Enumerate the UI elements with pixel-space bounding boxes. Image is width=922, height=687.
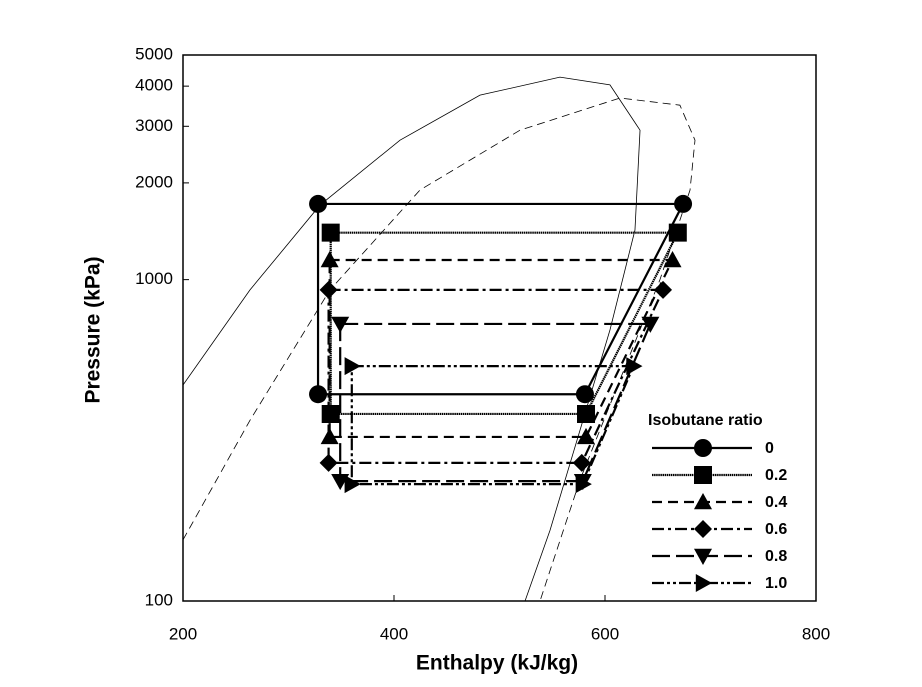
plot-frame bbox=[182, 54, 817, 602]
marker bbox=[344, 357, 361, 376]
legend-label: 1.0 bbox=[765, 575, 787, 592]
marker bbox=[309, 385, 328, 404]
legend-label: 0.8 bbox=[765, 548, 787, 565]
legend-marker bbox=[694, 548, 712, 565]
legend-label: 0.4 bbox=[765, 494, 787, 511]
marker bbox=[319, 453, 338, 472]
legend-marker bbox=[694, 466, 712, 484]
legend-label: 0.2 bbox=[765, 467, 787, 484]
y-tick-label: 100 bbox=[145, 590, 173, 609]
marker bbox=[668, 223, 687, 242]
y-axis-title: Pressure (kPa) bbox=[82, 256, 105, 403]
marker bbox=[626, 357, 643, 376]
legend-title: Isobutane ratio bbox=[648, 412, 763, 429]
marker bbox=[674, 194, 693, 213]
marker bbox=[663, 251, 682, 268]
legend-marker bbox=[694, 520, 712, 538]
marker bbox=[344, 475, 361, 494]
x-axis-title: Enthalpy (kJ/kg) bbox=[416, 652, 578, 675]
y-tick-label: 5000 bbox=[135, 44, 173, 63]
y-tick-label: 4000 bbox=[135, 76, 173, 95]
cycle-line bbox=[327, 288, 665, 464]
x-tick-label: 600 bbox=[591, 624, 619, 643]
legend-marker bbox=[695, 574, 712, 592]
marker bbox=[572, 453, 591, 472]
marker bbox=[641, 316, 660, 333]
marker bbox=[577, 427, 596, 445]
marker bbox=[331, 316, 350, 333]
cycle-line bbox=[328, 258, 675, 439]
legend-label: 0.6 bbox=[765, 521, 787, 538]
y-tick-label: 2000 bbox=[135, 172, 173, 191]
marker bbox=[321, 223, 340, 242]
saturation-curve bbox=[182, 97, 696, 602]
saturation-curve bbox=[182, 76, 641, 602]
marker bbox=[654, 280, 673, 299]
x-tick-label: 400 bbox=[380, 624, 408, 643]
marker bbox=[575, 475, 592, 494]
legend-marker bbox=[694, 439, 712, 457]
marker bbox=[320, 251, 339, 268]
marker bbox=[319, 280, 338, 299]
x-tick-label: 200 bbox=[169, 624, 197, 643]
legend-label: 0 bbox=[765, 440, 774, 457]
x-tick-label: 800 bbox=[802, 624, 830, 643]
marker bbox=[309, 194, 328, 213]
marker bbox=[577, 404, 596, 423]
legend-marker bbox=[694, 493, 712, 510]
y-tick-label: 1000 bbox=[135, 269, 173, 288]
y-tick-label: 3000 bbox=[135, 116, 173, 135]
marker bbox=[575, 385, 594, 404]
